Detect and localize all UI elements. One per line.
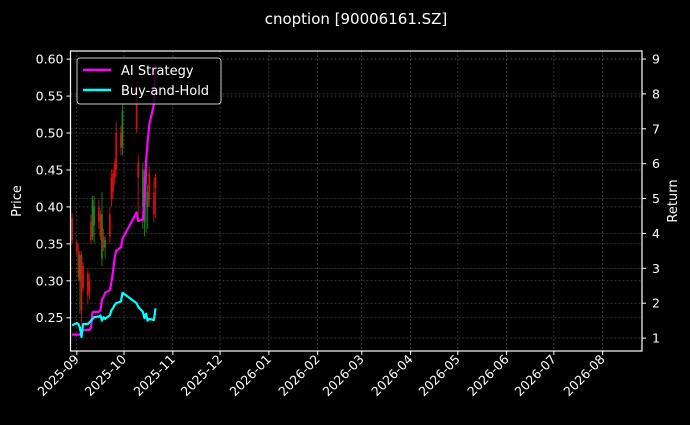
legend-label-ai-strategy: AI Strategy bbox=[121, 64, 194, 79]
y2-tick-label: 4 bbox=[652, 226, 660, 241]
candle-body bbox=[97, 206, 100, 222]
y-axis-return: 1 2 3 4 5 6 7 8 9 bbox=[642, 52, 660, 346]
candle-body bbox=[91, 199, 94, 237]
series-line-ai-strategy bbox=[72, 65, 157, 336]
candle-body bbox=[75, 242, 78, 252]
y-axis-label: Price bbox=[10, 185, 25, 217]
y2-tick-label: 1 bbox=[652, 331, 660, 346]
y2-tick-label: 5 bbox=[652, 191, 660, 206]
chart-title: cnoption [90006161.SZ] bbox=[265, 10, 448, 28]
y-tick-label: 0.60 bbox=[36, 52, 64, 67]
candle-body bbox=[88, 280, 91, 292]
y-tick-label: 0.45 bbox=[36, 162, 64, 177]
y-tick-label: 0.40 bbox=[36, 199, 64, 214]
y2-tick-label: 2 bbox=[652, 296, 660, 311]
y2-tick-label: 3 bbox=[652, 261, 660, 276]
y2-tick-label: 7 bbox=[652, 121, 660, 136]
y-tick-label: 0.55 bbox=[36, 89, 64, 104]
y2-tick-label: 9 bbox=[652, 52, 660, 67]
candle-body bbox=[153, 192, 155, 215]
axes-frame bbox=[69, 50, 643, 352]
y2-axis-label: Return bbox=[666, 179, 681, 222]
y-tick-label: 0.35 bbox=[36, 236, 64, 251]
candle-body bbox=[104, 240, 107, 248]
candle-body bbox=[77, 251, 80, 278]
y2-tick-label: 6 bbox=[652, 156, 660, 171]
return-lines bbox=[71, 65, 157, 339]
candle-body bbox=[102, 236, 105, 248]
candle-body bbox=[90, 221, 92, 241]
candles bbox=[71, 84, 157, 326]
y-tick-label: 0.25 bbox=[36, 310, 64, 325]
candle-body bbox=[113, 162, 116, 178]
candle-body bbox=[142, 169, 144, 207]
candle-body bbox=[115, 133, 118, 170]
candle-body bbox=[119, 133, 122, 148]
legend: AI Strategy Buy-and-Hold bbox=[76, 57, 222, 105]
candle-body bbox=[154, 177, 157, 189]
candle-body bbox=[146, 192, 149, 207]
candle-body bbox=[137, 162, 140, 178]
y2-tick-label: 8 bbox=[652, 86, 660, 101]
candle-body bbox=[80, 254, 83, 311]
candle-body bbox=[112, 173, 114, 193]
candle-body bbox=[86, 273, 89, 296]
candle-body bbox=[79, 254, 81, 281]
y-tick-label: 0.30 bbox=[36, 273, 64, 288]
candle-body bbox=[93, 206, 96, 226]
y-axis-price: 0.25 0.30 0.35 0.40 0.45 0.50 0.55 0.60 bbox=[36, 52, 71, 325]
legend-box bbox=[76, 57, 222, 105]
candle-body bbox=[99, 214, 102, 237]
legend-label-buy-and-hold: Buy-and-Hold bbox=[121, 84, 209, 99]
candle-body bbox=[71, 217, 73, 241]
candle-body bbox=[135, 88, 138, 130]
y-tick-label: 0.50 bbox=[36, 126, 64, 141]
candle-body bbox=[121, 110, 124, 148]
candle-body bbox=[101, 214, 103, 259]
candle-body bbox=[108, 214, 111, 237]
candle-body bbox=[110, 177, 113, 200]
candle-body bbox=[82, 266, 84, 289]
candle-body bbox=[148, 173, 151, 200]
series-line-buy-and-hold bbox=[71, 291, 157, 339]
